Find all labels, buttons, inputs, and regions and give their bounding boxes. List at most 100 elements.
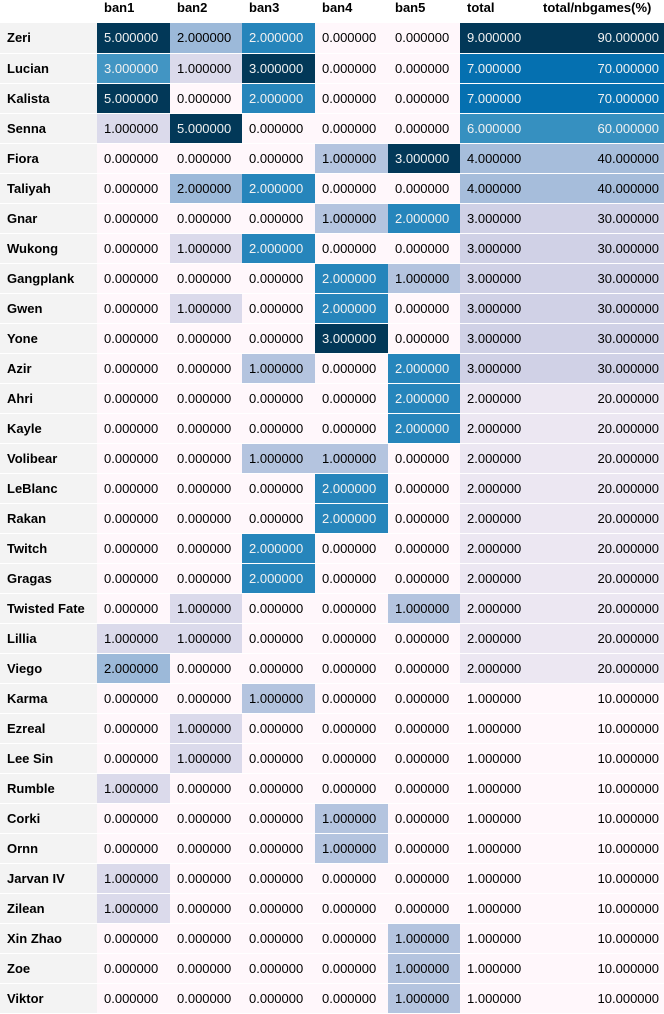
table-cell: 0.000000 [97, 953, 170, 983]
table-cell: 1.000000 [460, 923, 534, 953]
table-cell: 1.000000 [170, 713, 242, 743]
table-cell: 20.000000 [534, 653, 664, 683]
table-cell: 2.000000 [460, 593, 534, 623]
table-cell: 40.000000 [534, 143, 664, 173]
table-cell: 0.000000 [170, 473, 242, 503]
table-cell: 2.000000 [388, 383, 460, 413]
table-cell: 4.000000 [460, 143, 534, 173]
table-cell: 0.000000 [315, 53, 388, 83]
table-cell: 1.000000 [170, 623, 242, 653]
table-cell: 3.000000 [97, 53, 170, 83]
column-header: ban2 [170, 0, 242, 23]
table-cell: 1.000000 [97, 773, 170, 803]
row-label: Ahri [0, 383, 97, 414]
table-cell: 3.000000 [460, 203, 534, 233]
table-cell: 0.000000 [242, 203, 315, 233]
table-cell: 0.000000 [97, 833, 170, 863]
table-cell: 2.000000 [242, 233, 315, 263]
table-cell: 10.000000 [534, 803, 664, 833]
table-cell: 0.000000 [97, 233, 170, 263]
table-row: Taliyah 0.000000 2.000000 2.000000 0.000000 0… [0, 173, 664, 204]
table-cell: 10.000000 [534, 893, 664, 923]
table-cell: 10.000000 [534, 833, 664, 863]
table-cell: 2.000000 [242, 173, 315, 203]
table-cell: 0.000000 [170, 203, 242, 233]
table-cell: 0.000000 [388, 293, 460, 323]
table-cell: 3.000000 [388, 143, 460, 173]
table-row: Xin Zhao 0.000000 0.000000 0.000000 0.000000… [0, 923, 664, 954]
table-cell: 0.000000 [242, 143, 315, 173]
table-cell: 1.000000 [97, 113, 170, 143]
table-cell: 1.000000 [242, 353, 315, 383]
table-row: Gnar 0.000000 0.000000 0.000000 1.000000 2.00… [0, 203, 664, 234]
table-cell: 2.000000 [388, 413, 460, 443]
row-label: Gnar [0, 203, 97, 234]
row-label: Karma [0, 683, 97, 714]
table-row: Kalista 5.000000 0.000000 2.000000 0.000000 0… [0, 83, 664, 114]
table-cell: 0.000000 [242, 623, 315, 653]
table-cell: 0.000000 [242, 893, 315, 923]
table-cell: 2.000000 [170, 173, 242, 203]
table-cell: 70.000000 [534, 83, 664, 113]
table-cell: 3.000000 [242, 53, 315, 83]
table-cell: 0.000000 [97, 503, 170, 533]
row-label: Lillia [0, 623, 97, 654]
row-label: Lee Sin [0, 743, 97, 774]
table-cell: 0.000000 [242, 413, 315, 443]
table-cell: 20.000000 [534, 383, 664, 413]
table-row: Ornn 0.000000 0.000000 0.000000 1.000000 0.00… [0, 833, 664, 864]
table-row: Twisted Fate 0.000000 1.000000 0.000000 0.00… [0, 593, 664, 624]
table-cell: 0.000000 [170, 653, 242, 683]
table-cell: 0.000000 [388, 173, 460, 203]
table-cell: 0.000000 [388, 863, 460, 893]
table-cell: 1.000000 [170, 593, 242, 623]
row-label: Volibear [0, 443, 97, 474]
table-cell: 0.000000 [97, 413, 170, 443]
table-cell: 0.000000 [242, 263, 315, 293]
table-cell: 1.000000 [315, 143, 388, 173]
table-cell: 0.000000 [388, 113, 460, 143]
table-row: Gragas 0.000000 0.000000 2.000000 0.000000 0.… [0, 563, 664, 594]
table-cell: 0.000000 [315, 593, 388, 623]
header-row: ban1 ban2 ban3 ban4 ban5 total total/nbgames(%… [0, 0, 664, 23]
index-header [0, 0, 97, 23]
table-cell: 0.000000 [315, 353, 388, 383]
row-label: Rumble [0, 773, 97, 804]
table-cell: 0.000000 [315, 23, 388, 53]
table-cell: 90.000000 [534, 23, 664, 53]
table-row: Ahri 0.000000 0.000000 0.000000 0.000000 2.00… [0, 383, 664, 414]
table-cell: 1.000000 [315, 203, 388, 233]
table-cell: 0.000000 [170, 923, 242, 953]
table-cell: 1.000000 [242, 683, 315, 713]
table-cell: 0.000000 [315, 83, 388, 113]
table-cell: 20.000000 [534, 533, 664, 563]
table-cell: 60.000000 [534, 113, 664, 143]
table-cell: 10.000000 [534, 923, 664, 953]
table-cell: 40.000000 [534, 173, 664, 203]
table-cell: 1.000000 [170, 743, 242, 773]
row-label: Zilean [0, 893, 97, 924]
table-cell: 3.000000 [460, 323, 534, 353]
table-cell: 1.000000 [97, 893, 170, 923]
table-cell: 1.000000 [388, 263, 460, 293]
table-row: Twitch 0.000000 0.000000 2.000000 0.000000 0.… [0, 533, 664, 564]
table-row: Lillia 1.000000 1.000000 0.000000 0.000000 0.… [0, 623, 664, 654]
table-cell: 0.000000 [97, 593, 170, 623]
table-cell: 0.000000 [315, 863, 388, 893]
table-cell: 1.000000 [170, 233, 242, 263]
column-header: ban4 [315, 0, 388, 23]
column-header: total/nbgames(%) [534, 0, 664, 23]
table-cell: 0.000000 [97, 803, 170, 833]
table-cell: 0.000000 [388, 83, 460, 113]
table-cell: 1.000000 [460, 833, 534, 863]
table-cell: 0.000000 [242, 773, 315, 803]
table-cell: 0.000000 [388, 743, 460, 773]
table-cell: 30.000000 [534, 263, 664, 293]
table-row: Rumble 1.000000 0.000000 0.000000 0.000000 0.… [0, 773, 664, 804]
column-header: ban3 [242, 0, 315, 23]
table-cell: 0.000000 [242, 983, 315, 1013]
table-cell: 20.000000 [534, 623, 664, 653]
table-cell: 0.000000 [315, 623, 388, 653]
table-cell: 2.000000 [460, 533, 534, 563]
table-row: Ezreal 0.000000 1.000000 0.000000 0.000000 0.… [0, 713, 664, 744]
